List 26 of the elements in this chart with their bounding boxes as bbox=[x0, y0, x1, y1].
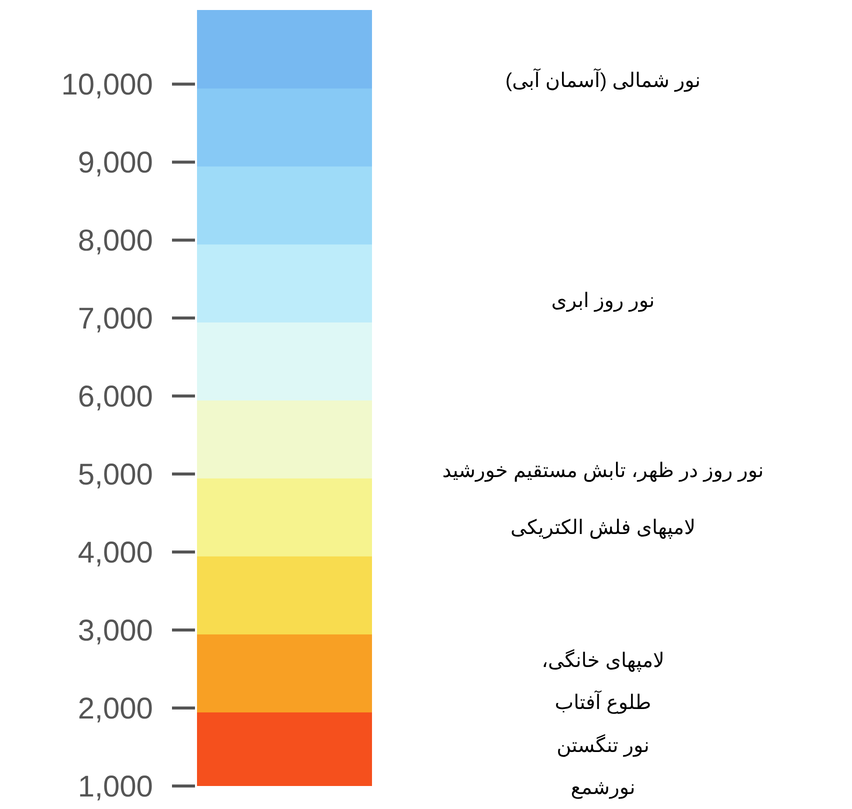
bar bbox=[197, 88, 372, 166]
text: نور تنگستن bbox=[556, 734, 650, 757]
bar bbox=[197, 322, 372, 400]
y-tick-label: 5,000 bbox=[78, 458, 153, 492]
bar bbox=[197, 244, 372, 322]
bar bbox=[197, 400, 372, 478]
text: نور روز در ظهر، تابش مستقیم خورشید bbox=[442, 460, 764, 482]
text: طلوع آفتاب bbox=[554, 690, 652, 714]
y-tick-label: 10,000 bbox=[61, 68, 153, 102]
bar bbox=[197, 166, 372, 244]
y-tick-label: 9,000 bbox=[78, 146, 153, 180]
text: نور شمالی (آسمان آبی) bbox=[505, 68, 701, 92]
y-tick-label: 1,000 bbox=[78, 770, 153, 804]
text: نور روز ابری bbox=[551, 290, 655, 312]
bar bbox=[197, 10, 372, 88]
text: لامپهای خانگی، bbox=[542, 649, 664, 672]
y-tick-label: 7,000 bbox=[78, 302, 153, 336]
y-tick-label: 4,000 bbox=[78, 536, 153, 570]
y-tick-label: 8,000 bbox=[78, 224, 153, 258]
y-tick-label: 2,000 bbox=[78, 692, 153, 726]
y-tick-label: 6,000 bbox=[78, 380, 153, 414]
bar bbox=[197, 556, 372, 634]
y-tick-label: 3,000 bbox=[78, 614, 153, 648]
text: لامپهای فلش الکتریکی bbox=[510, 517, 696, 539]
text: نورشمع bbox=[570, 777, 636, 799]
bar bbox=[197, 478, 372, 556]
